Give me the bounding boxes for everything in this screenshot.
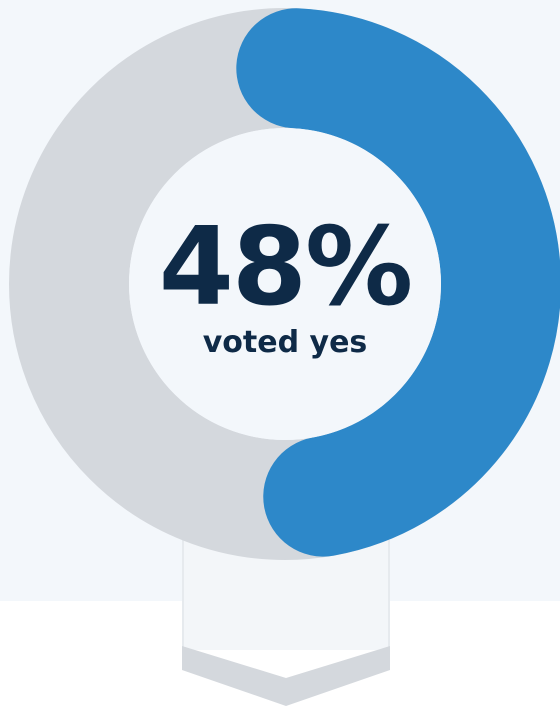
stem-edge-right xyxy=(388,540,390,650)
percentage-value: 48% xyxy=(158,205,414,330)
caption-label: voted yes xyxy=(202,325,368,360)
center-label: 48% voted yes xyxy=(100,214,470,358)
chevron-down-icon xyxy=(182,646,390,706)
stem-edge-left xyxy=(182,540,184,650)
donut-value-slice xyxy=(236,8,560,557)
donut-center xyxy=(129,128,441,440)
